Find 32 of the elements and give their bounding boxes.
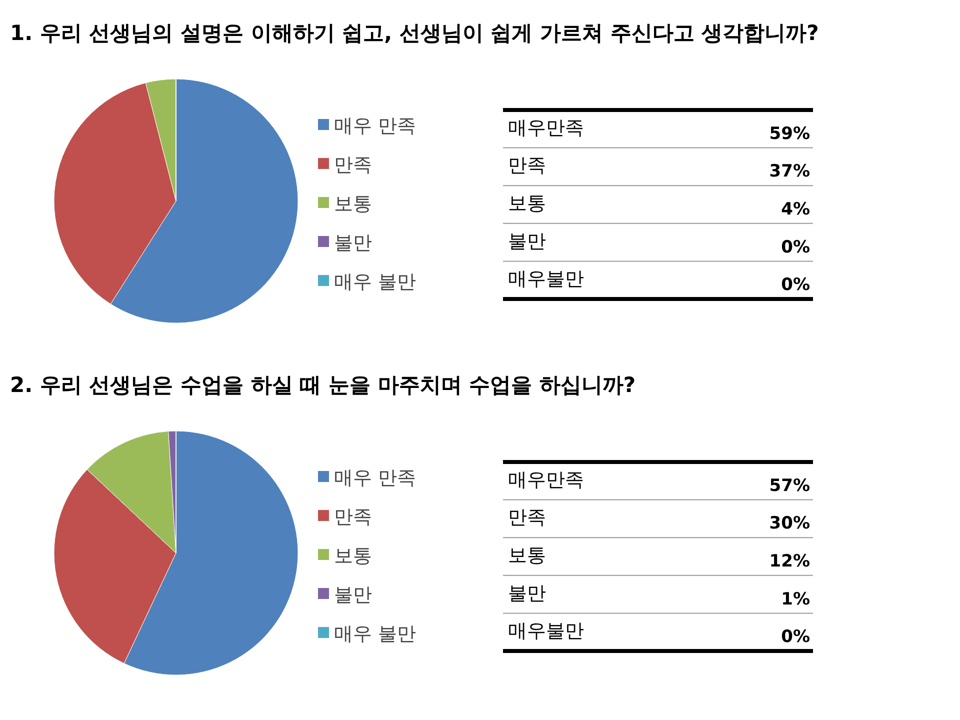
legend-label: 매우 불만 [334,271,416,293]
legend-label: 만족 [334,506,372,528]
text: 매우만족 [508,116,584,139]
legend-label: 불만 [334,232,372,254]
data-label: 57% [769,476,810,496]
data-label: 37% [769,162,810,182]
data-label: 59% [769,124,810,144]
legend-label: 만족 [334,154,372,176]
data-label: 1% [781,589,810,610]
text: 만족 [508,154,546,177]
text: 보통 [508,544,546,566]
text: 0% [781,627,810,648]
text: 매우불만 [508,268,584,290]
chart-title: 2. 우리 선생님은 수업을 하실 때 눈을 마주치며 수업을 하십니까? [10,373,636,397]
legend-label: 보통 [334,545,372,567]
text: 불만 [508,582,546,604]
text: 매우만족 [508,468,584,491]
text: 매우불만 [508,620,584,642]
text: 불만 [508,230,546,252]
legend-label: 보통 [334,193,372,215]
legend-label: 매우 만족 [334,467,416,489]
chart-title: 1. 우리 선생님의 설명은 이해하기 쉽고, 선생님이 쉽게 가르쳐 주신다고 생각합니까? [10,21,819,45]
legend-label: 매우 만족 [334,115,416,137]
text: 보통 [508,192,546,214]
legend-label: 불만 [334,584,372,606]
text: 만족 [508,506,546,529]
data-label: 12% [769,552,810,572]
legend-label: 매우 불만 [334,623,416,645]
data-label: 30% [769,514,810,534]
text: 0% [781,275,810,296]
data-label: 4% [781,200,810,220]
text: 0% [781,237,810,258]
